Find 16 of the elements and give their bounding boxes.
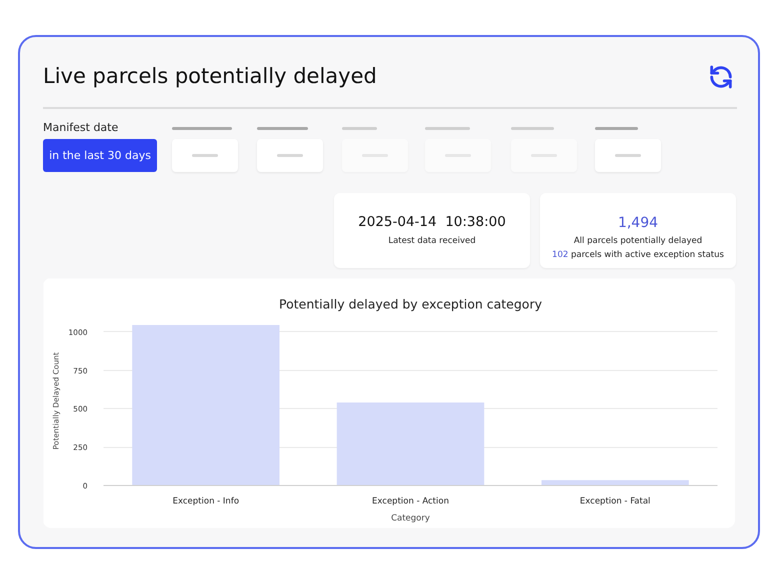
text: Latest data received bbox=[387, 235, 477, 248]
text: 1,494 bbox=[616, 214, 660, 233]
text: in the last 30 days bbox=[43, 139, 157, 172]
bar bbox=[541, 480, 689, 486]
x-axis-title: Category bbox=[391, 514, 430, 524]
x-tick-label: Exception - Fatal bbox=[580, 496, 650, 506]
text: Live parcels potentially delayed bbox=[43, 63, 377, 90]
text: 102 parcels with active exception status bbox=[551, 249, 725, 262]
bar bbox=[336, 402, 484, 486]
x-tick-label: Exception - Action bbox=[372, 496, 449, 506]
bar bbox=[132, 324, 280, 486]
text: All parcels potentially delayed bbox=[572, 235, 704, 248]
text: 2025-04-14 10:38:00 bbox=[357, 213, 507, 232]
text: Manifest date bbox=[43, 120, 118, 136]
x-tick-label: Exception - Info bbox=[172, 496, 240, 506]
chart-title: Potentially delayed by exception category bbox=[279, 296, 543, 312]
